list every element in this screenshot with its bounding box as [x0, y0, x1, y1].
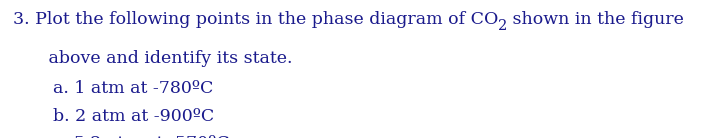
Text: shown in the figure: shown in the figure [508, 11, 684, 28]
Text: 3. Plot the following points in the phase diagram of CO: 3. Plot the following points in the phas… [13, 11, 498, 28]
Text: 2: 2 [498, 19, 508, 33]
Text: a. 1 atm at -780ºC: a. 1 atm at -780ºC [53, 80, 213, 97]
Text: c. 5.2 atm at -570ºC: c. 5.2 atm at -570ºC [53, 135, 230, 138]
Text: above and identify its state.: above and identify its state. [32, 50, 293, 67]
Text: b. 2 atm at -900ºC: b. 2 atm at -900ºC [53, 108, 214, 125]
